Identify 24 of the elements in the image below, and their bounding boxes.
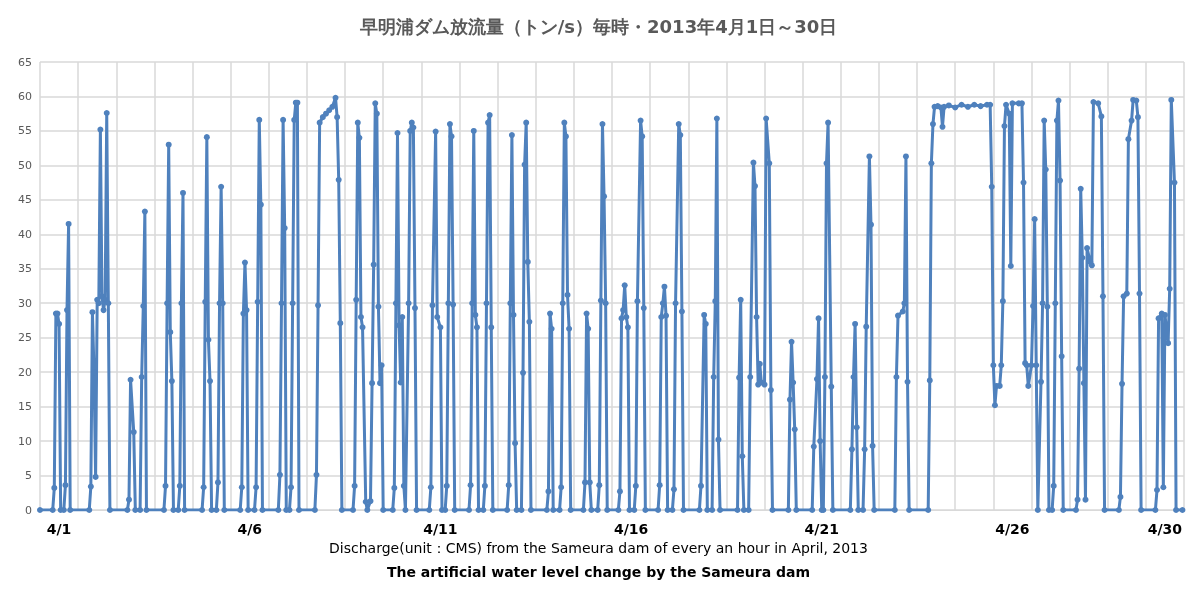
y-tick-label: 0 <box>25 503 32 517</box>
y-tick-label: 30 <box>18 296 32 310</box>
x-axis-title: Discharge(unit：CMS) from the Sameura dam of every an hour in April, 2013 <box>329 540 868 556</box>
x-tick-label: 4/16 <box>613 521 649 537</box>
y-tick-label: 15 <box>18 400 32 414</box>
y-tick-label: 40 <box>18 227 32 241</box>
y-tick-label: 25 <box>18 331 32 345</box>
x-tick-label: 4/30 <box>1147 521 1183 537</box>
y-tick-label: 45 <box>18 193 32 207</box>
y-tick-label: 20 <box>18 365 32 379</box>
x-tick-label: 4/21 <box>804 521 839 537</box>
x-tick-label: 4/6 <box>237 521 263 537</box>
y-tick-label: 35 <box>18 262 32 276</box>
y-tick-label: 60 <box>18 89 32 103</box>
x-tick-label: 4/26 <box>995 521 1030 537</box>
chart-title: 早明浦ダム放流量（トン/s）毎時・2013年4月1日～30日 <box>358 15 838 37</box>
y-tick-label: 65 <box>18 55 32 69</box>
y-tick-label: 55 <box>18 124 32 138</box>
x-tick-label: 4/1 <box>46 521 72 537</box>
y-tick-label: 10 <box>18 434 32 448</box>
x-tick-label: 4/11 <box>423 521 458 537</box>
text: The artificial water level change by the Sameura dam <box>386 564 811 580</box>
y-tick-label: 50 <box>18 158 32 172</box>
y-tick-label: 5 <box>25 469 32 483</box>
